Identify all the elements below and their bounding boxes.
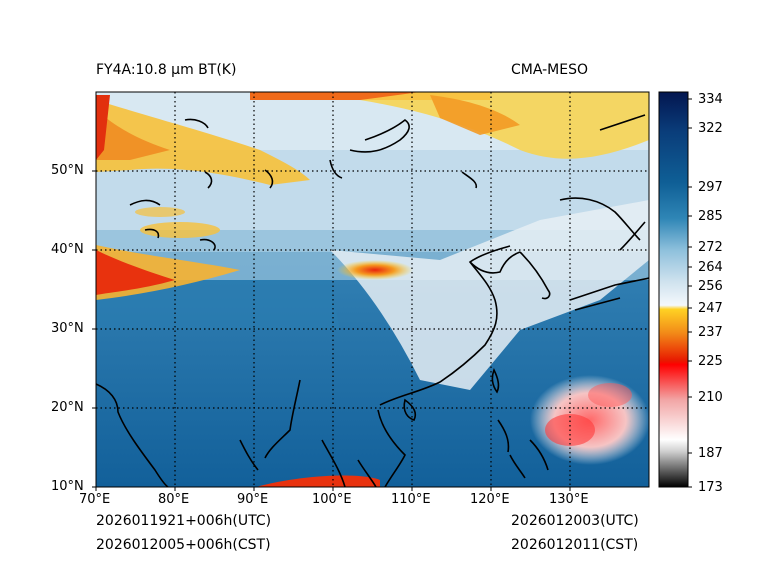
- x-tick-label: 100°E: [312, 492, 352, 507]
- colorbar-tick-label: 237: [698, 325, 723, 340]
- y-tick-label: 20°N: [51, 400, 84, 415]
- colorbar-tick-label: 247: [698, 301, 723, 316]
- model-name: CMA-MESO: [511, 62, 589, 78]
- x-tick-label: 80°E: [158, 492, 190, 507]
- colorbar-gradient: [659, 92, 688, 487]
- axis-ticks: [92, 170, 571, 491]
- colorbar-tick-label: 173: [698, 480, 723, 495]
- colorbar-tick-label: 285: [698, 209, 723, 224]
- colorbar-ticks: [688, 98, 692, 488]
- x-tick-label: 120°E: [470, 492, 510, 507]
- colorbar-tick-label: 187: [698, 446, 723, 461]
- colorbar-tick-label: 264: [698, 260, 723, 275]
- brightness-temperature-field: [96, 92, 649, 487]
- y-tick-label: 30°N: [51, 321, 84, 336]
- valid-time-utc: 2026012003(UTC): [511, 513, 639, 529]
- init-time-cst: 2026012005+006h(CST): [96, 537, 271, 553]
- colorbar-tick-label: 297: [698, 180, 723, 195]
- x-tick-label: 110°E: [391, 492, 431, 507]
- x-tick-label: 130°E: [549, 492, 589, 507]
- y-tick-label: 50°N: [51, 163, 84, 178]
- colorbar-tick-label: 322: [698, 121, 723, 136]
- valid-time-cst: 2026012011(CST): [511, 537, 639, 553]
- colorbar-tick-label: 256: [698, 279, 723, 294]
- map-title: FY4A:10.8 µm BT(K): [96, 62, 237, 78]
- graticule: [96, 92, 649, 487]
- x-tick-label: 90°E: [237, 492, 269, 507]
- init-time-utc: 2026011921+006h(UTC): [96, 513, 272, 529]
- colorbar-tick-label: 334: [698, 92, 723, 107]
- y-tick-label: 10°N: [51, 479, 84, 494]
- plot-frame: [95, 91, 650, 488]
- x-tick-label: 70°E: [79, 492, 111, 507]
- colorbar-tick-label: 272: [698, 240, 723, 255]
- coastlines: [96, 114, 649, 487]
- colorbar-tick-label: 225: [698, 354, 723, 369]
- colorbar-tick-label: 210: [698, 390, 723, 405]
- y-tick-label: 40°N: [51, 242, 84, 257]
- colorbar-frame: [658, 91, 689, 488]
